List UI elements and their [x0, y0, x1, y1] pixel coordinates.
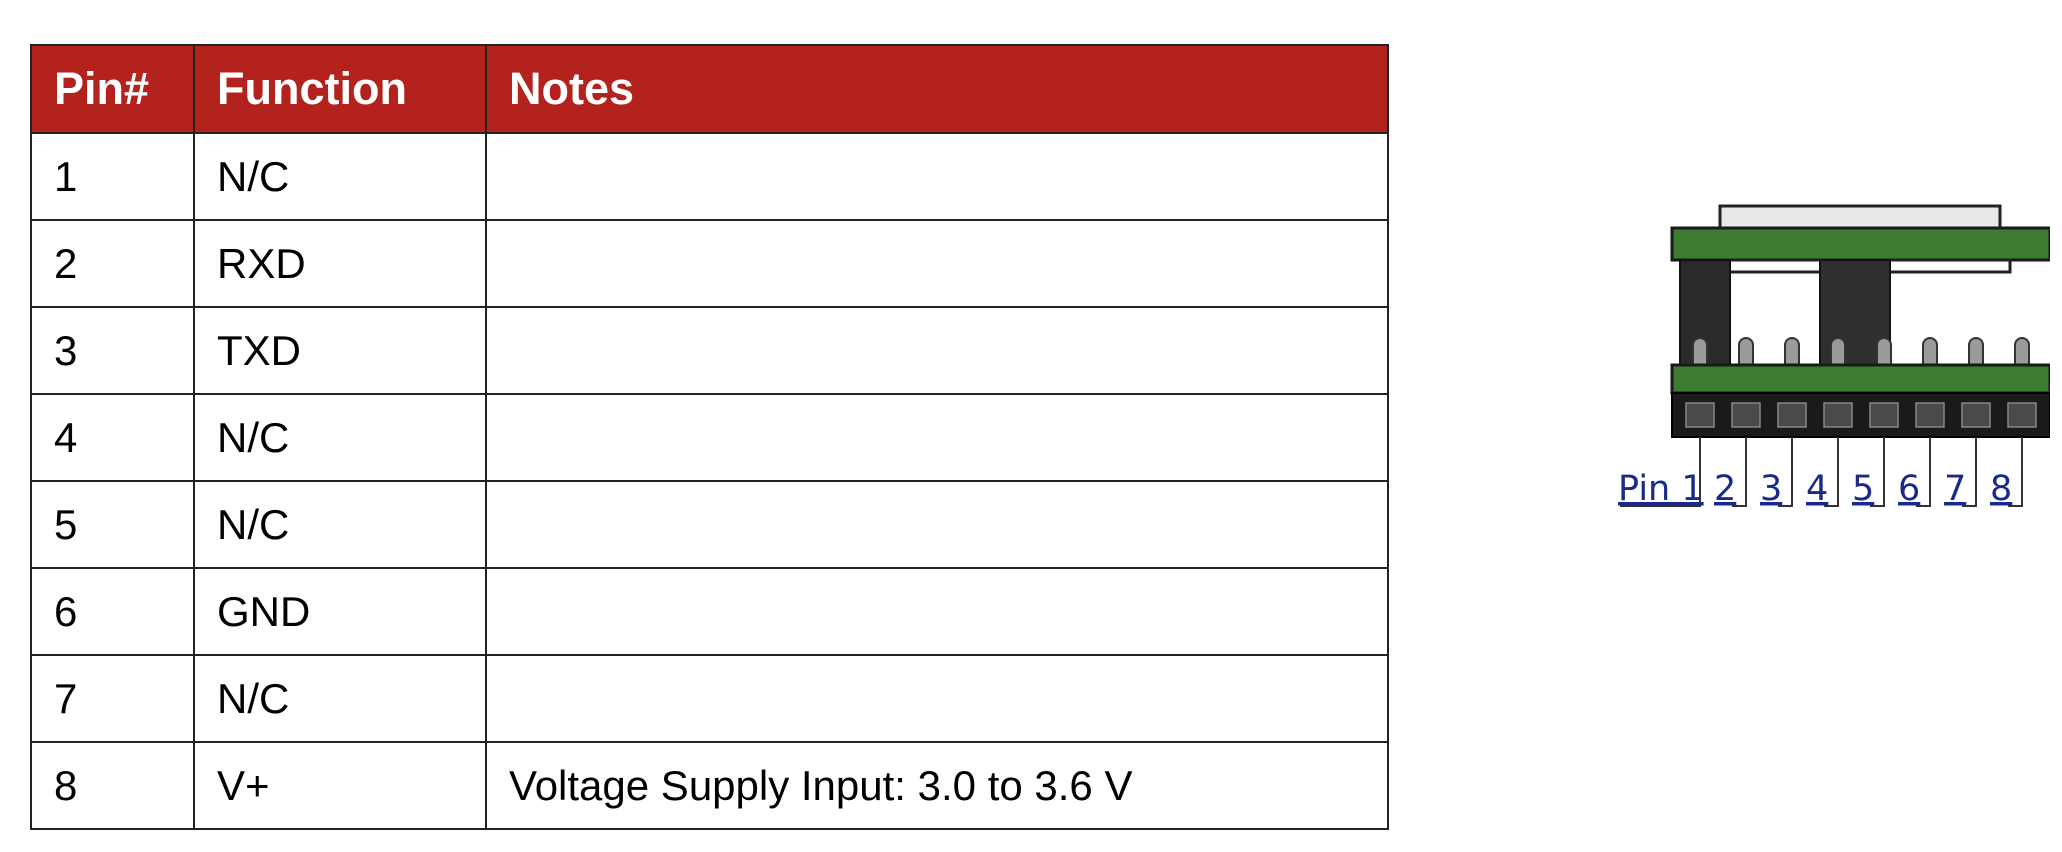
function-cell: V+ [193, 741, 487, 830]
function-cell: TXD [193, 306, 487, 395]
header-pin: Pin# [30, 44, 195, 134]
function-cell: N/C [193, 654, 487, 743]
notes-cell [485, 132, 1389, 221]
pinout-table: Pin# Function Notes 1 N/C 2 RXD 3 TXD 4 … [30, 44, 1389, 830]
pin-label: 8 [1990, 469, 2012, 509]
pin-label: 6 [1898, 469, 1920, 509]
pin-label: 4 [1806, 469, 1828, 509]
function-cell: GND [193, 567, 487, 656]
table-row: 1 N/C [30, 132, 1389, 221]
notes-cell [485, 567, 1389, 656]
connector-sockets [1685, 402, 2037, 428]
pin-label: 2 [1714, 469, 1736, 509]
module-illustration: Pin 1 2 3 4 5 6 7 8 [1618, 204, 2050, 509]
table-row: 6 GND [30, 567, 1389, 656]
table-row: 8 V+ Voltage Supply Input: 3.0 to 3.6 V [30, 741, 1389, 830]
module-pin-diagram: Pin 1 2 3 4 5 6 7 8 [1590, 200, 2050, 540]
table-header-row: Pin# Function Notes [30, 44, 1389, 134]
table-row: 4 N/C [30, 393, 1389, 482]
function-cell: RXD [193, 219, 487, 308]
notes-cell [485, 306, 1389, 395]
pin-number-cell: 5 [30, 480, 195, 569]
function-cell: N/C [193, 480, 487, 569]
top-pcb [1670, 226, 2050, 262]
pin-label: 3 [1760, 469, 1782, 509]
notes-cell [485, 480, 1389, 569]
pin-label: Pin 1 [1618, 469, 1704, 509]
pin-number-cell: 1 [30, 132, 195, 221]
notes-cell [485, 393, 1389, 482]
header-function: Function [193, 44, 487, 134]
pin-number-cell: 3 [30, 306, 195, 395]
notes-cell [485, 654, 1389, 743]
connector-header [1671, 392, 2050, 438]
pin-number-cell: 2 [30, 219, 195, 308]
pin-number-cell: 8 [30, 741, 195, 830]
function-cell: N/C [193, 132, 487, 221]
pin-leader-lines [1620, 437, 2023, 507]
function-cell: N/C [193, 393, 487, 482]
table-row: 3 TXD [30, 306, 1389, 395]
bottom-pcb [1670, 363, 2050, 395]
pin-number-cell: 4 [30, 393, 195, 482]
pin-number-cell: 7 [30, 654, 195, 743]
notes-cell: Voltage Supply Input: 3.0 to 3.6 V [485, 741, 1389, 830]
pin-label: 7 [1944, 469, 1966, 509]
table-row: 2 RXD [30, 219, 1389, 308]
pin-label: 5 [1852, 469, 1874, 509]
notes-cell [485, 219, 1389, 308]
header-notes: Notes [485, 44, 1389, 134]
table-row: 7 N/C [30, 654, 1389, 743]
pin-number-cell: 6 [30, 567, 195, 656]
table-row: 5 N/C [30, 480, 1389, 569]
